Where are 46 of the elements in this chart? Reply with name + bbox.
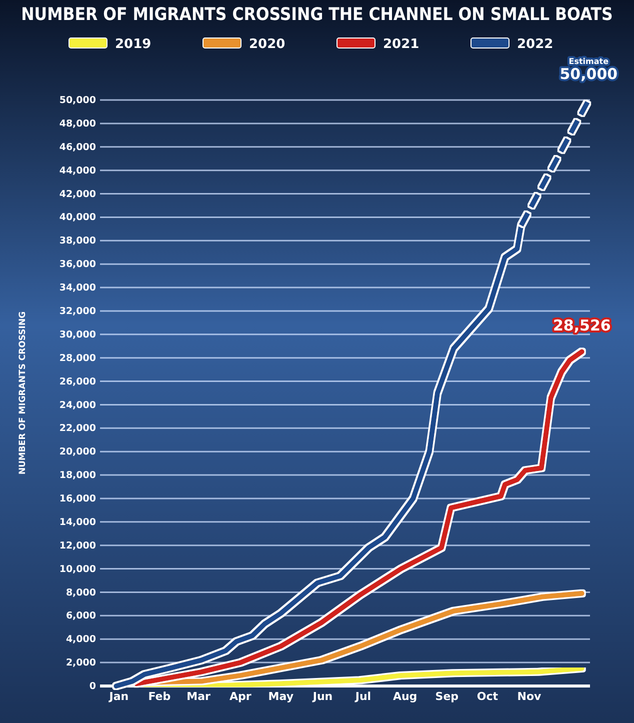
y-tick-label: 8,000 [66,587,96,598]
y-tick-label: 34,000 [59,282,96,294]
y-tick-label: 16,000 [59,494,96,505]
x-tick-label: Sep [435,690,459,703]
x-tick-label: Aug [392,690,418,703]
y-tick-label: 40,000 [59,212,96,224]
legend-label: 2022 [517,37,554,52]
y-tick-label: 20,000 [59,446,96,458]
y-tick-label: 4,000 [66,634,96,646]
y-tick-label: 42,000 [59,188,96,200]
annotation: 50,000 [560,65,618,83]
y-axis-title: NUMBER OF MIGRANTS CROSSING [18,311,28,475]
x-tick-label: Jul [354,690,372,703]
y-tick-label: 30,000 [59,329,96,340]
y-tick-label: 2,000 [66,658,96,669]
chart-title: NUMBER OF MIGRANTS CROSSING THE CHANNEL ON SMALL BOATS [21,5,613,25]
y-tick-label: 24,000 [59,400,96,411]
legend-label: 2019 [115,37,152,52]
x-tick-label: Nov [517,690,542,703]
y-tick-label: 14,000 [59,516,96,528]
x-tick-label: Oct [476,690,498,703]
x-tick-label: Mar [186,690,212,703]
y-tick-label: 50,000 [59,95,96,106]
y-tick-label: 18,000 [59,470,96,482]
y-tick-label: 12,000 [59,540,96,552]
y-tick-label: 22,000 [59,423,96,434]
y-tick-label: 36,000 [59,259,96,270]
y-tick-label: 38,000 [59,236,96,247]
y-tick-label: 48,000 [59,118,96,130]
x-tick-label: Apr [229,690,252,703]
x-tick-label: Jun [312,690,333,703]
y-tick-label: 26,000 [59,376,96,388]
x-tick-label: Feb [148,690,171,703]
y-tick-label: 46,000 [59,142,96,153]
x-tick-label: May [268,690,294,703]
y-tick-label: 44,000 [59,165,96,176]
legend-label: 2020 [249,37,286,52]
y-tick-label: 28,000 [59,352,96,364]
y-tick-label: 0 [89,681,96,692]
x-tick-label: Jan [108,690,129,703]
legend-label: 2021 [383,37,420,52]
annotation: 28,526 [552,316,611,335]
y-tick-label: 6,000 [66,610,96,622]
text: Estimate [568,57,610,66]
y-tick-label: 32,000 [59,306,96,317]
y-tick-label: 10,000 [59,564,96,575]
